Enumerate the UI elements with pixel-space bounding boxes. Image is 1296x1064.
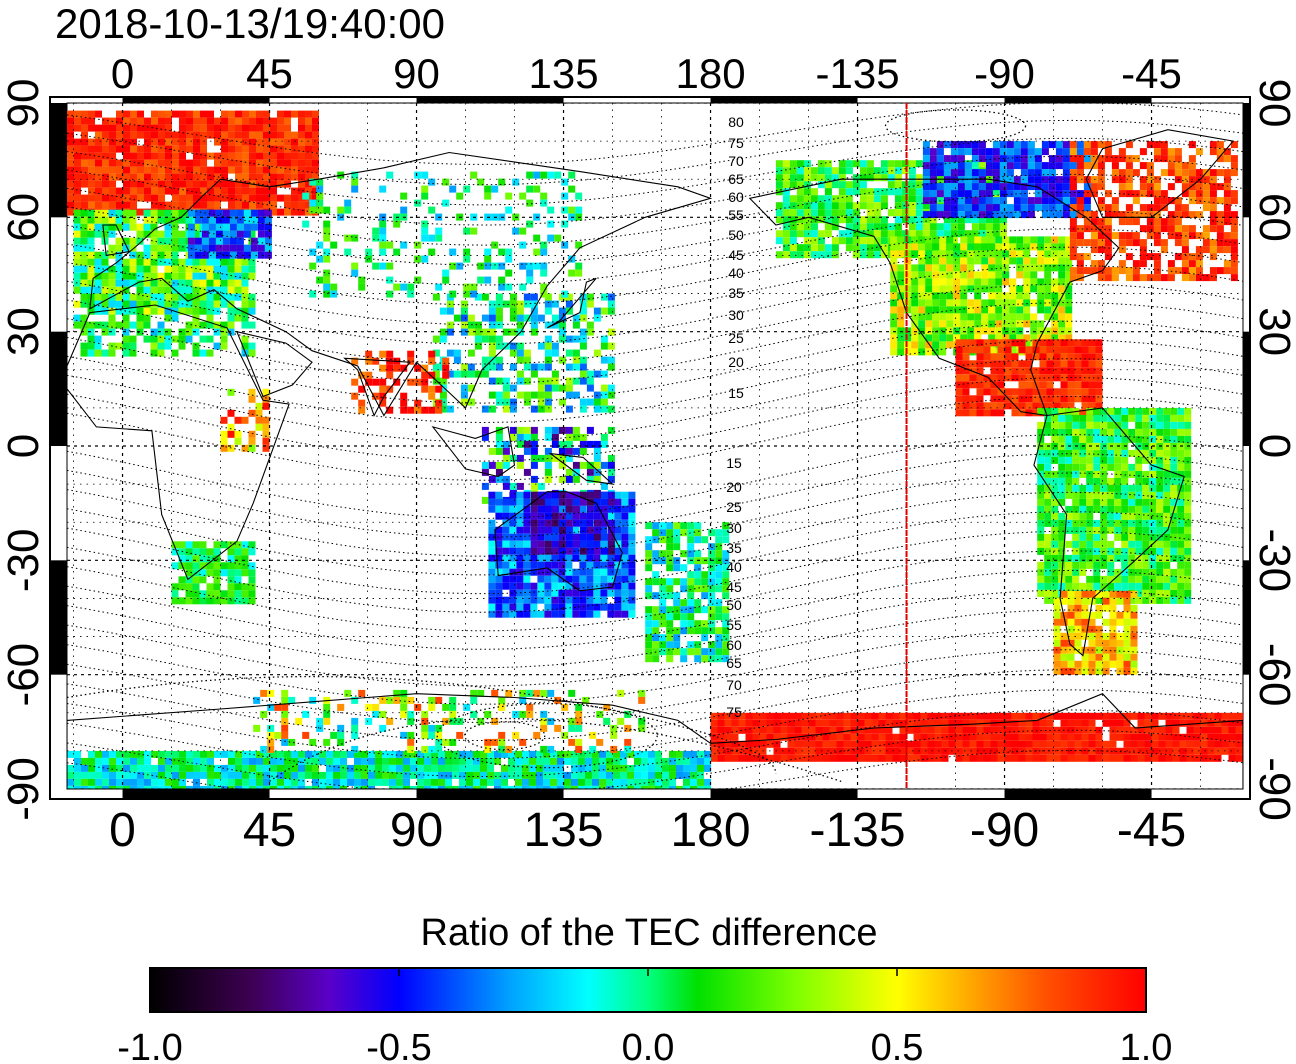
colorbar-tick-label: 1.0 <box>1120 1027 1173 1064</box>
right-lat-label: 0 <box>1250 434 1296 458</box>
mlat-label-south: 60 <box>726 637 742 653</box>
top-longitude-labels: 0 45 90 135 180 -135 -90 -45 <box>111 50 1182 97</box>
left-lat-label: -30 <box>0 529 48 593</box>
top-lon-label: -90 <box>974 50 1035 97</box>
right-lat-label: -60 <box>1250 643 1296 707</box>
top-lon-label: -135 <box>816 50 900 97</box>
right-lat-label: 60 <box>1250 193 1296 242</box>
bottom-lon-label: 90 <box>390 804 443 857</box>
mlat-label-south: 65 <box>726 655 742 671</box>
bottom-lon-label: -135 <box>809 804 905 857</box>
colorbar-title: Ratio of the TEC difference <box>421 912 878 954</box>
map-panel <box>49 96 1251 800</box>
mlat-label-north: 45 <box>728 247 744 263</box>
left-lat-label: 30 <box>0 307 48 356</box>
mlat-label-north: 75 <box>728 135 744 151</box>
left-latitude-labels: 90 60 30 0 -30 -60 -90 <box>0 79 48 821</box>
coastline-layer <box>67 129 1243 789</box>
mlat-label-south: 45 <box>726 579 742 595</box>
mlat-label-north: 70 <box>728 153 744 169</box>
right-latitude-labels: 90 60 30 0 -30 -60 -90 <box>1250 79 1296 821</box>
frame-tick-bars <box>50 97 1250 799</box>
left-lat-label: 0 <box>0 434 48 458</box>
mlat-label-north: 40 <box>728 265 744 281</box>
top-lon-label: 180 <box>675 50 745 97</box>
mlat-label-south: 50 <box>726 597 742 613</box>
mlat-label-north: 50 <box>728 227 744 243</box>
right-lat-label: -90 <box>1250 757 1296 821</box>
grid-layer <box>67 103 1243 789</box>
colorbar-tick-label: 0.0 <box>622 1027 675 1064</box>
bottom-lon-label: 180 <box>670 804 750 857</box>
right-lat-label: 30 <box>1250 307 1296 356</box>
top-lon-label: 0 <box>111 50 134 97</box>
mlat-label-north: 15 <box>728 385 744 401</box>
top-lon-label: 45 <box>246 50 293 97</box>
right-lat-label: 90 <box>1250 79 1296 128</box>
mlat-label-south: 40 <box>726 559 742 575</box>
left-lat-label: 90 <box>0 79 48 128</box>
top-lon-label: -45 <box>1121 50 1182 97</box>
top-lon-label: 135 <box>528 50 598 97</box>
bottom-lon-label: 135 <box>523 804 603 857</box>
mlat-label-south: 70 <box>726 677 742 693</box>
left-lat-label: -60 <box>0 643 48 707</box>
bottom-lon-label: 45 <box>243 804 296 857</box>
mlat-label-north: 35 <box>728 285 744 301</box>
colorbar-ticks: -1.0 -0.5 0.0 0.5 1.0 <box>117 968 1172 1064</box>
mlat-label-north: 30 <box>728 307 744 323</box>
right-lat-label: -30 <box>1250 529 1296 593</box>
colorbar: Ratio of the TEC difference -1.0 -0.5 0.0 0… <box>117 912 1172 1064</box>
colorbar-tick-label: 0.5 <box>871 1027 924 1064</box>
bottom-lon-label: -45 <box>1117 804 1186 857</box>
mlat-label-north: 65 <box>728 171 744 187</box>
colorbar-tick-label: -1.0 <box>117 1027 182 1064</box>
mlat-label-south: 30 <box>726 520 742 536</box>
mlat-label-north: 80 <box>728 114 744 130</box>
left-lat-label: -90 <box>0 757 48 821</box>
bottom-lon-label: -90 <box>970 804 1039 857</box>
magnetic-latitude-labels: 80 75 70 65 60 55 50 45 40 35 30 25 20 15 15 20 25 30 35 40… <box>726 114 744 720</box>
bottom-lon-label: 0 <box>109 804 136 857</box>
mlat-label-north: 55 <box>728 207 744 223</box>
mlat-label-south: 75 <box>726 704 742 720</box>
mlat-label-north: 60 <box>728 189 744 205</box>
timestamp-title: 2018-10-13/19:40:00 <box>55 0 445 47</box>
tec-data-layer <box>67 110 1243 789</box>
mlat-label-north: 25 <box>728 330 744 346</box>
mlat-label-south: 35 <box>726 540 742 556</box>
mlat-label-south: 20 <box>726 479 742 495</box>
magnetic-latitude-contours <box>67 103 1243 789</box>
mlat-label-south: 25 <box>726 499 742 515</box>
mlat-label-south: 55 <box>726 617 742 633</box>
mlat-label-north: 20 <box>728 354 744 370</box>
left-lat-label: 60 <box>0 193 48 242</box>
mlat-label-south: 15 <box>726 455 742 471</box>
top-lon-label: 90 <box>393 50 440 97</box>
colorbar-tick-label: -0.5 <box>366 1027 431 1064</box>
bottom-longitude-labels: 0 45 90 135 180 -135 -90 -45 <box>109 804 1186 857</box>
